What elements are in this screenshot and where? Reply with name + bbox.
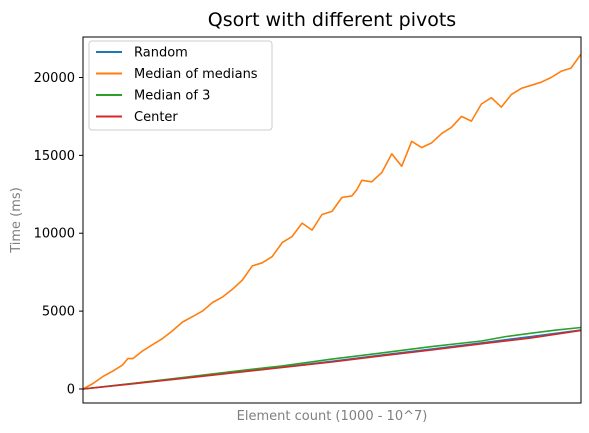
y-axis-label: Time (ms) [9, 187, 24, 254]
y-tick-label: 0 [67, 382, 75, 397]
series-line-median-of-3 [83, 328, 581, 390]
y-tick-label: 10000 [34, 227, 75, 242]
chart-title: Qsort with different pivots [208, 9, 456, 31]
legend-item-label: Median of medians [134, 67, 258, 82]
legend-item-label: Median of 3 [134, 89, 210, 104]
y-tick-label: 5000 [42, 305, 75, 320]
y-tick-label: 15000 [34, 149, 75, 164]
legend-item-label: Center [134, 110, 178, 125]
y-tick-label: 20000 [34, 71, 75, 86]
y-axis: 0 5000 10000 15000 20000 [34, 71, 83, 397]
x-axis-label: Element count (1000 - 10^7) [237, 409, 428, 424]
legend: Random Median of medians Median of 3 Center [89, 41, 272, 130]
legend-item-label: Random [134, 46, 188, 61]
